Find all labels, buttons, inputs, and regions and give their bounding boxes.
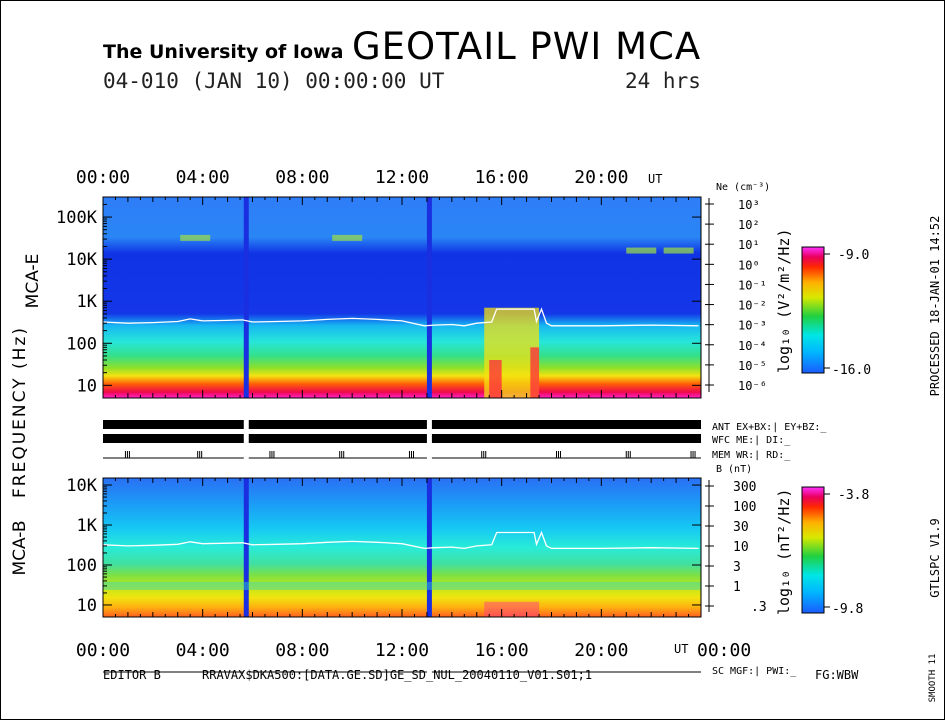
mca-e-panel: 100K 10K 1K 100 10 [56,196,702,399]
mca-e-colorbar [801,246,825,374]
b-tick-label: 300 [733,480,756,495]
ne-tick-label: 10⁻² [738,299,767,313]
emission-band [530,347,540,398]
mca-b-time-ticks [102,478,702,617]
emission-band [489,360,502,398]
b-tick-label: 1 [733,580,741,595]
mca-b-frequency-ticks: 10K 1K 100 10 [66,476,701,616]
b-axis: 300 100 30 10 3 1 .3 [705,480,767,615]
ne-tick-label: 10² [738,218,760,232]
b-axis-title: B (nT) [716,464,752,475]
top-time-unit: UT [648,172,662,186]
ant-status-bar [103,420,701,429]
mca-b-cyclotron-line [102,530,699,550]
mca-e-spectrogram [103,197,701,398]
mca-b-spectrogram [103,478,701,617]
institution-title: The University of Iowa [103,41,344,63]
emission-dots [626,247,657,254]
bottom-time-label: 16:00 [475,640,529,661]
bottom-time-label: 12:00 [375,640,429,661]
frequency-tick-label: 100 [66,334,97,354]
b-tick-label: 30 [733,520,749,535]
mca-b-colorbar [801,486,825,614]
ne-tick-label: 10⁻⁶ [738,379,767,393]
mem-status-bar [103,451,701,459]
wfc-bar-segment [431,434,701,443]
ne-tick-label: 10⁻⁵ [738,359,767,373]
mca-e-colorbar-label: log₁₀ (V²/m²/Hz) [775,229,793,374]
top-time-label: 04:00 [176,167,230,188]
mca-e-frequency-ticks: 100K 10K 1K 100 10 [56,203,701,396]
ne-tick-label: 10³ [738,198,760,212]
emission-dots [180,234,211,241]
instrument-title: GEOTAIL PWI MCA [352,25,702,68]
footer-editor: EDITOR B [103,668,161,682]
bottom-time-label: 08:00 [275,640,329,661]
top-time-label: 16:00 [475,167,529,188]
b-tick-label: 3 [733,560,741,575]
wfc-bar-segment [103,434,244,443]
ant-bar-segment [431,420,701,429]
ne-axis: 10³ 10² 10¹ 10⁰ 10⁻¹ 10⁻² 10⁻³ 10⁻⁴ 10⁻⁵ 10⁻⁶ [705,198,767,393]
top-time-label: 00:00 [76,167,130,188]
top-time-axis: 00:00 04:00 08:00 12:00 16:00 20:00 [76,167,629,188]
bottom-time-label: 04:00 [176,640,230,661]
mca-b-colorbar-max: -3.8 [838,488,869,503]
ne-axis-title: Ne (cm⁻³) [716,182,770,193]
frequency-tick-label: 1K [77,292,98,312]
bottom-time-end-label: 00:00 [697,640,751,661]
noise-band [103,581,701,590]
frequency-tick-label: 100K [56,208,98,228]
ant-status-label: ANT EX+BX:| EY+BZ:_ [712,422,827,433]
wfc-bar-segment [248,434,427,443]
ne-tick-label: 10¹ [738,238,760,252]
time-span: 24 hrs [625,69,701,93]
top-time-label: 08:00 [275,167,329,188]
b-tick-label: 100 [733,500,756,515]
ant-bar-segment [248,420,427,429]
date-line: 04-010 (JAN 10) 00:00:00 UT [103,69,445,93]
ne-tick-label: 10⁻¹ [738,278,767,292]
data-gap [426,197,432,398]
wfc-status-label: WFC ME:| DI:_ [712,435,791,446]
data-gap [243,197,249,398]
frequency-tick-label: 10K [66,250,97,270]
mca-b-colorbar-label: log₁₀ (nT²/Hz) [775,489,793,615]
status-bars [103,420,701,459]
bottom-time-label: 00:00 [76,640,130,661]
mca-e-colorbar-min: -16.0 [832,363,871,378]
mca-b-panel: 10K 1K 100 10 [66,476,702,618]
ant-bar-segment [103,420,244,429]
top-time-label: 20:00 [574,167,628,188]
emission-band [484,601,540,617]
mca-b-colorbar-min: -9.8 [832,602,863,617]
bottom-time-axis: 00:00 04:00 08:00 12:00 16:00 20:00 [76,640,629,661]
frequency-tick-label: 10 [77,596,97,616]
mem-status-label: MEM WR:| RD:_ [712,450,791,461]
data-gap [243,478,249,617]
ne-tick-label: 10⁻⁴ [738,339,767,353]
footer-path: RRAVAX$DKA500:[DATA.GE.SD]GE_SD_NUL_2004… [202,668,593,682]
emission-dots [663,247,694,254]
frequency-tick-label: 10 [77,376,97,396]
frequency-tick-label: 10K [66,476,97,496]
ne-tick-label: 10⁻³ [738,319,767,333]
ne-tick-label: 10⁰ [738,258,760,272]
mca-e-time-ticks [102,197,702,398]
wfc-status-bar [103,434,701,443]
mca-e-colorbar-max: -9.0 [838,248,869,263]
b-tick-label: .3 [751,600,767,615]
mca-e-plasma-line [102,307,699,327]
frequency-tick-label: 1K [77,516,98,536]
sc-status-label: SC MGF:| PWI:_ [712,666,797,677]
b-tick-label: 10 [733,540,749,555]
frequency-tick-label: 100 [66,556,97,576]
bottom-time-unit: UT [674,642,688,656]
bottom-time-label: 20:00 [574,640,628,661]
top-time-label: 12:00 [375,167,429,188]
emission-dots [332,234,363,241]
footer-fg: FG:WBW [815,668,859,682]
